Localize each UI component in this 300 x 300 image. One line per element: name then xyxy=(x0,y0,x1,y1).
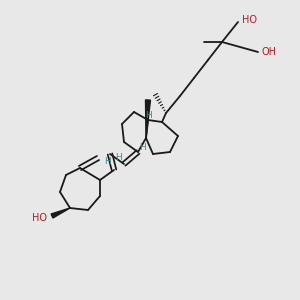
Text: H: H xyxy=(139,142,146,152)
Polygon shape xyxy=(146,100,151,138)
Text: HO: HO xyxy=(32,213,47,223)
Polygon shape xyxy=(51,208,70,218)
Text: H: H xyxy=(104,158,111,166)
Text: H: H xyxy=(145,110,152,119)
Text: OH: OH xyxy=(262,47,277,57)
Text: H: H xyxy=(115,154,122,163)
Text: HO: HO xyxy=(242,15,257,25)
